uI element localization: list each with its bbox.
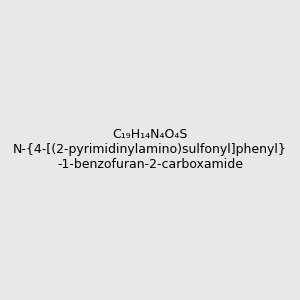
Text: C₁₉H₁₄N₄O₄S
N-{4-[(2-pyrimidinylamino)sulfonyl]phenyl}
-1-benzofuran-2-carboxami: C₁₉H₁₄N₄O₄S N-{4-[(2-pyrimidinylamino)su…: [13, 128, 287, 172]
